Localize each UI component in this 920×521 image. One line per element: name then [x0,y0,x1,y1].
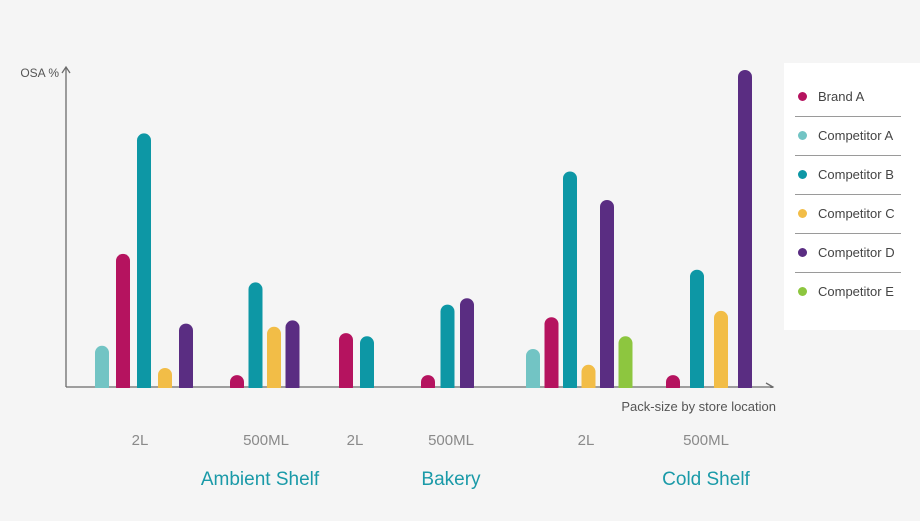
bar-competitor-d [600,199,614,394]
y-axis-label: OSA % [20,66,59,80]
bar-competitor-b [690,269,704,394]
legend-label: Competitor C [818,206,895,221]
bar-competitor-c [581,364,596,394]
legend-label: Competitor D [818,245,895,260]
bar-competitor-e [618,336,633,394]
axis-labels: OSA % Pack-size by store location 2L 500ML 2… [20,66,776,490]
axes [61,65,775,392]
bar-competitor-a [95,345,109,394]
pack-size-label: 2L [578,432,595,449]
location-label: Ambient Shelf [201,469,320,490]
legend-item-competitor-e: Competitor E [795,272,901,311]
bar-competitor-d [460,298,474,394]
bar-competitor-b [563,171,577,394]
legend-swatch [798,209,807,218]
legend-swatch [798,92,807,101]
legend-item-brand-a: Brand A [795,77,901,117]
legend-label: Competitor A [818,128,894,143]
legend-label: Competitor B [818,167,894,182]
bar-competitor-d [738,70,752,394]
bar-competitor-b [248,282,263,394]
bar-competitor-b [360,336,374,394]
bar-competitor-c [267,326,281,394]
pack-size-label: 500ML [428,432,474,449]
legend-swatch [798,287,807,296]
bars [67,70,775,398]
legend-label: Brand A [818,89,865,104]
pack-size-label: 2L [132,432,149,449]
bar-competitor-a [526,348,540,394]
bar-competitor-b [137,133,151,394]
bar-competitor-c [714,310,728,394]
bar-competitor-b [440,304,455,394]
legend-swatch [798,248,807,257]
x-axis-label: Pack-size by store location [621,399,776,414]
bar-competitor-c [158,367,172,394]
legend-swatch [798,170,807,179]
legend-label: Competitor E [818,284,894,299]
legend-item-competitor-a: Competitor A [795,116,901,156]
legend: Brand A Competitor A Competitor B Compet… [784,63,920,330]
y-axis-arrow [61,65,71,74]
location-label: Bakery [421,469,481,490]
bar-competitor-d [179,323,193,394]
bar-brand-a [339,333,353,394]
bar-competitor-d [285,320,300,394]
legend-swatch [798,131,807,140]
baseline-mask [67,388,775,398]
bar-brand-a [544,317,559,394]
pack-size-label: 500ML [243,432,289,449]
legend-item-competitor-d: Competitor D [795,233,901,273]
legend-item-competitor-b: Competitor B [795,155,901,195]
bar-brand-a [116,253,130,394]
pack-size-label: 2L [347,432,364,449]
legend-item-competitor-c: Competitor C [795,194,901,234]
location-label: Cold Shelf [662,469,750,490]
pack-size-label: 500ML [683,432,729,449]
